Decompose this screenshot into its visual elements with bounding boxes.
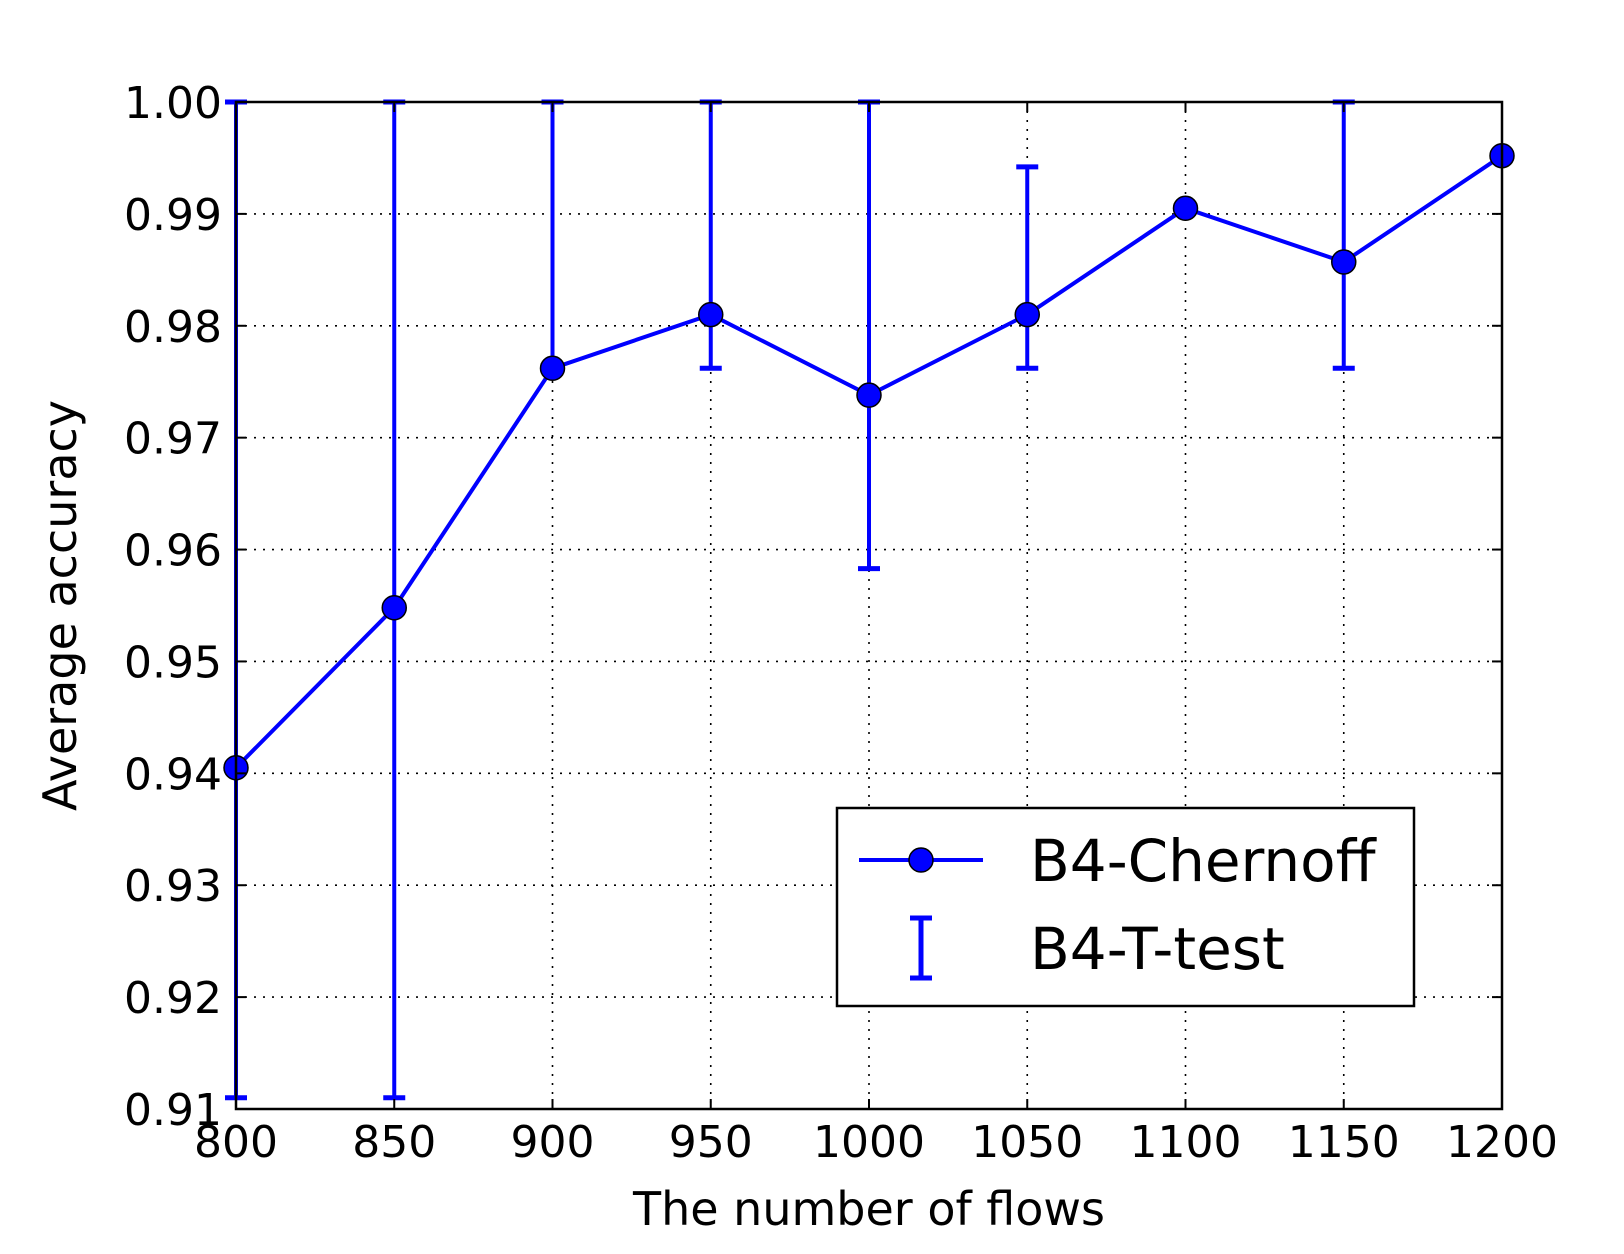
y-tick-label: 1.00 — [124, 78, 222, 129]
legend-marker-swatch — [908, 847, 934, 873]
legend-box — [835, 806, 1416, 1008]
legend: B4-Chernoff B4-T-test — [835, 806, 1416, 1008]
data-point — [1172, 195, 1199, 222]
legend-errorbar-swatch — [910, 915, 932, 981]
data-point — [1014, 301, 1040, 328]
y-tick-label: 0.97 — [124, 414, 222, 465]
y-axis-label: Average accuracy — [33, 400, 87, 811]
y-tick-label: 0.96 — [124, 526, 222, 577]
y-tick-label: 0.94 — [124, 749, 222, 800]
y-tick-label: 0.93 — [124, 861, 222, 912]
x-tick-label: 1150 — [1288, 1117, 1400, 1168]
x-tick-label: 950 — [669, 1117, 753, 1168]
data-point — [381, 594, 407, 621]
x-tick-label: 850 — [352, 1117, 436, 1168]
x-tick-label: 1000 — [813, 1117, 925, 1168]
y-tick-label: 0.98 — [124, 302, 222, 353]
x-tick-label: 1200 — [1446, 1117, 1558, 1168]
y-tick-label: 0.95 — [124, 637, 222, 688]
data-point — [698, 301, 724, 328]
data-point — [1331, 249, 1357, 275]
y-tick-label: 0.99 — [124, 190, 222, 241]
y-tick-label: 0.92 — [124, 973, 222, 1024]
x-tick-label: 1050 — [971, 1117, 1083, 1168]
y-tick-label: 0.91 — [124, 1085, 222, 1136]
x-tick-label: 800 — [194, 1117, 278, 1168]
axis-ticks: 800 850 900 950 1000 1050 1100 1150 1200 0.91 0.92… — [124, 78, 1558, 1168]
x-axis-label: The number of flows — [632, 1182, 1105, 1236]
data-point — [539, 355, 566, 382]
x-tick-label: 900 — [511, 1117, 595, 1168]
legend-label-b4-chernoff: B4-Chernoff — [1030, 827, 1378, 895]
legend-label-b4-t-test: B4-T-test — [1030, 915, 1285, 983]
x-tick-label: 1100 — [1130, 1117, 1242, 1168]
data-point — [856, 382, 882, 408]
